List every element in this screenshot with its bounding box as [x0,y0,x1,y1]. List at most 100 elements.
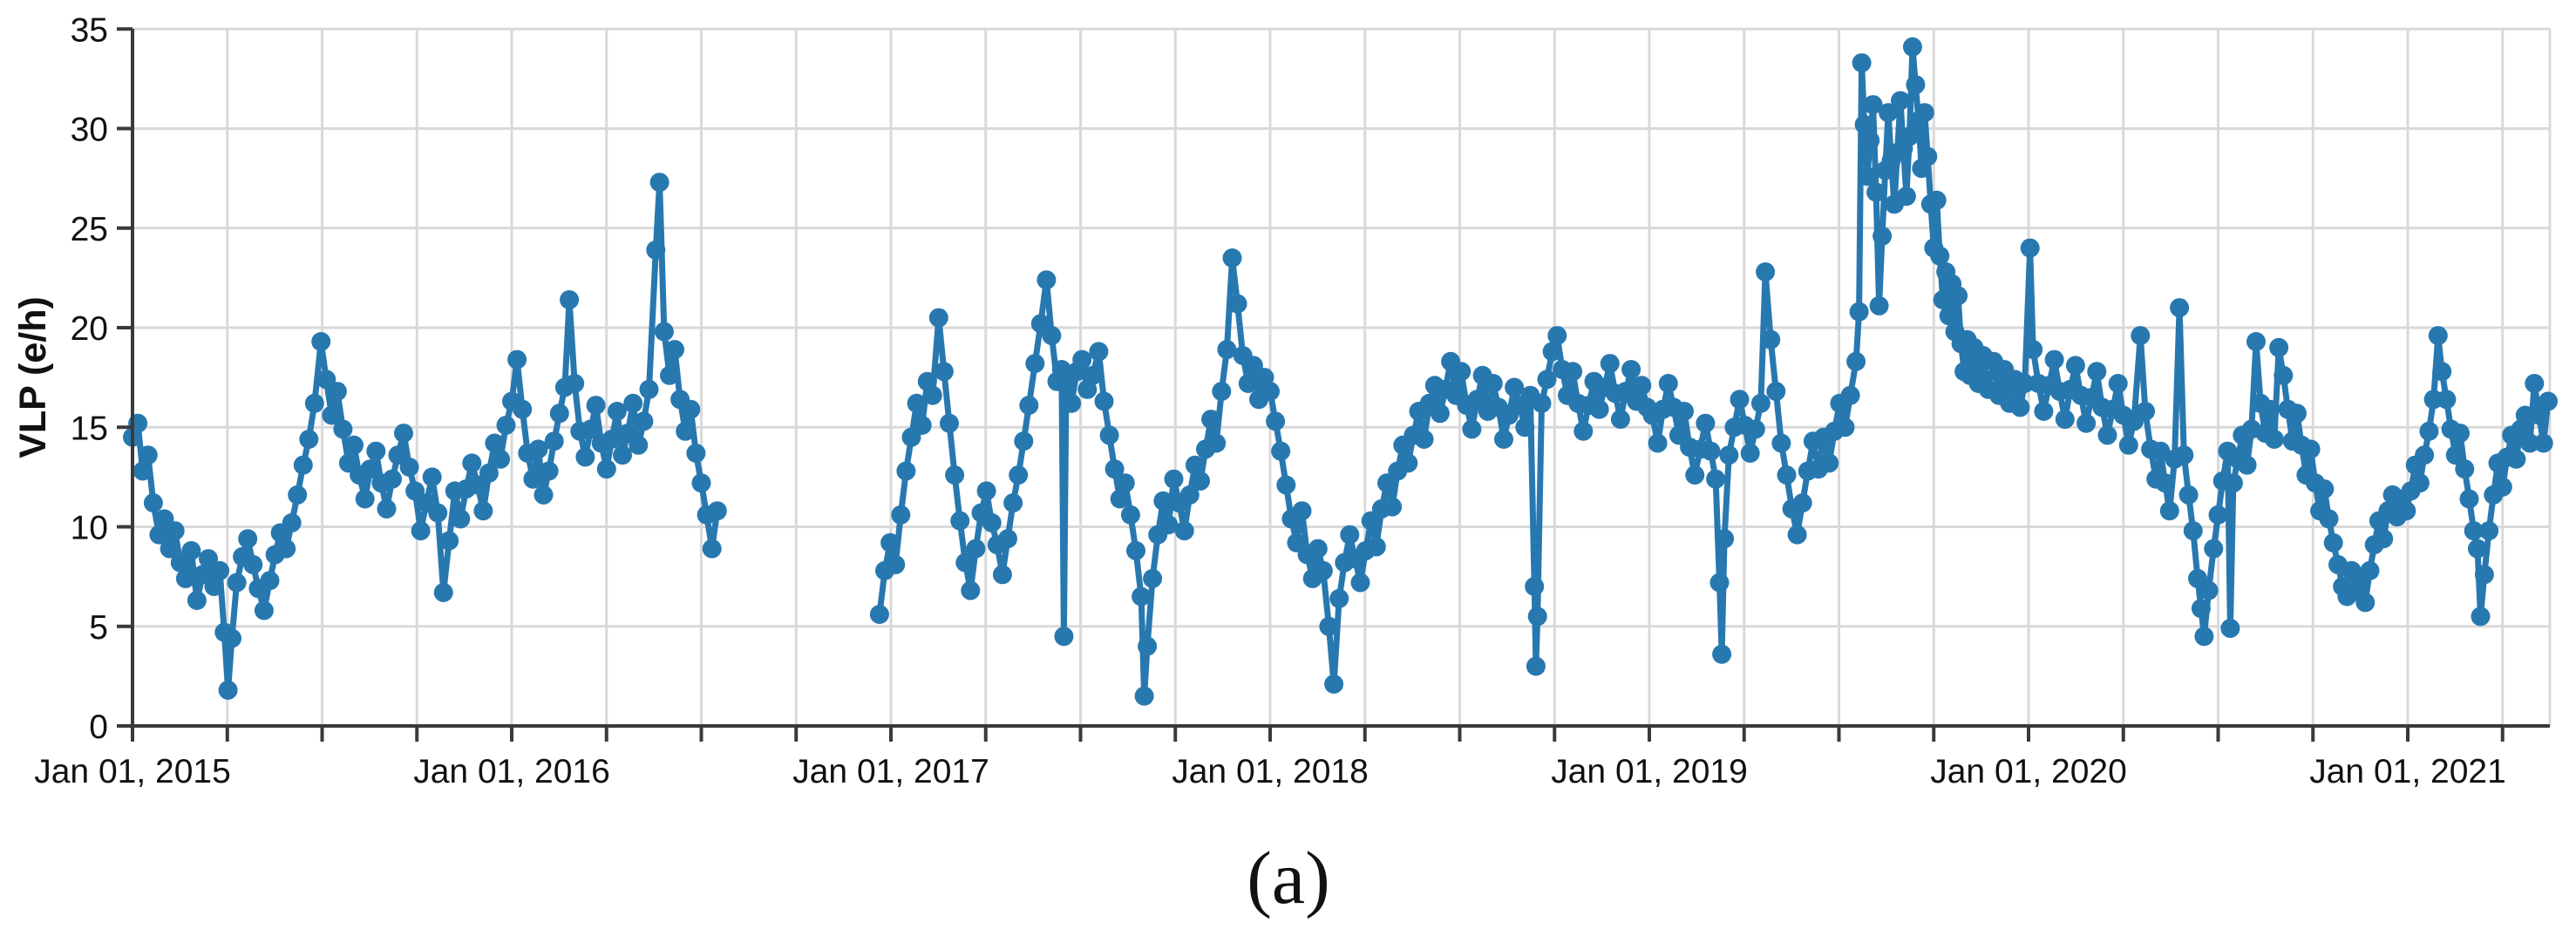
grid-layer [133,27,2552,726]
data-point [2155,473,2175,493]
data-point [1019,396,1039,416]
x-tick-label: Jan 01, 2020 [1930,753,2127,790]
data-point [1740,444,1760,463]
data-point [322,405,342,425]
data-point [2428,326,2448,346]
data-point [1648,433,1668,453]
data-point [1906,75,1926,95]
data-point [2471,607,2491,627]
data-point [2432,362,2452,382]
data-point [399,458,419,477]
tick-label-layer: 0 5 10 15 20 25 30 35 Jan 01, 2015 Jan 01, 2016 Ja… [34,11,2506,790]
data-point [433,582,453,602]
data-point [299,430,319,449]
y-tick-label: 15 [71,410,108,447]
data-point [1685,465,1705,485]
data-point [1083,365,1103,385]
data-point [2468,539,2487,559]
data-point [707,501,727,521]
data-point [2409,473,2430,493]
data-point [1792,493,1812,513]
data-point [2437,390,2457,410]
data-point [565,374,585,393]
data-point [2204,539,2224,559]
data-point [691,473,711,493]
data-point [1563,362,1583,382]
data-point [1222,248,1242,268]
y-tick-label: 20 [71,310,108,348]
data-point [2474,565,2494,585]
data-point [1089,342,1109,362]
data-point [1062,393,1082,413]
data-point [1110,489,1130,509]
data-point [479,463,499,483]
data-point [1430,403,1450,424]
data-point [2010,397,2030,417]
data-point [1532,393,1552,413]
data-point [2097,425,2117,445]
data-point [1840,385,1860,405]
data-point [1891,91,1910,111]
data-point [218,680,238,700]
series-line [876,44,2552,700]
data-point [549,403,569,424]
data-point [2159,501,2179,521]
data-point [366,441,386,461]
data-point [560,290,580,309]
data-point [613,445,632,465]
x-tick-label: Jan 01, 2019 [1551,753,1748,790]
data-point [1138,636,1158,656]
data-point [1863,95,1883,115]
data-point [1719,445,1739,465]
data-point [2118,435,2138,455]
data-point [654,322,674,342]
data-point [1756,262,1776,281]
data-point [2506,449,2526,469]
data-point [1115,473,1135,493]
data-point [1948,286,1968,306]
data-point [1675,402,1694,421]
data-point [961,580,981,600]
data-point [2314,479,2335,499]
data-series-vlp [123,37,2558,706]
data-point [485,433,505,453]
data-point [629,435,649,455]
data-point [1745,419,1765,439]
data-point [1191,471,1210,491]
data-point [1873,226,1893,246]
data-point [2515,405,2535,425]
data-point [1009,465,1029,485]
data-point [1771,433,1791,453]
data-point [2520,433,2540,453]
data-point [1835,417,1855,437]
data-point [665,340,684,360]
data-point [1132,587,1152,607]
data-point [1099,425,1119,445]
data-point [1933,290,1953,309]
data-point [1900,126,1920,146]
data-point [2246,332,2266,351]
data-point [950,511,970,531]
data-point [1750,393,1771,413]
data-point [1174,521,1194,541]
data-point [388,445,408,465]
data-point [1276,475,1296,495]
data-point [1537,370,1557,390]
data-point [660,365,679,385]
data-point [260,571,280,591]
data-point [1930,246,1950,266]
data-point [1939,306,1959,326]
data-point [976,481,996,501]
data-point [2199,580,2219,600]
data-point [1515,417,1535,437]
data-point [1819,453,1839,473]
data-point [1350,573,1370,593]
data-point [2183,521,2203,541]
data-point [1212,382,1232,402]
data-point [1217,340,1237,360]
data-point [1164,469,1184,489]
data-point [2194,627,2214,647]
data-point [2023,340,2043,360]
data-point [1261,382,1280,402]
